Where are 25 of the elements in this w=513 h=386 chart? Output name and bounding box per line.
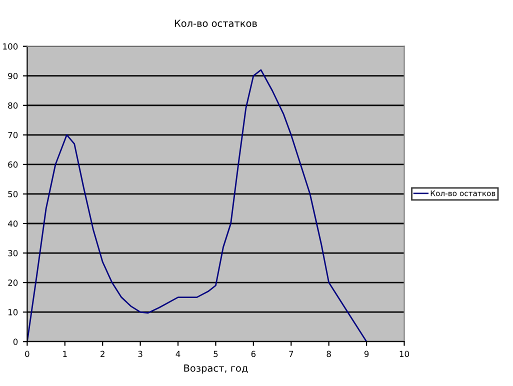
line-series bbox=[27, 69, 368, 342]
y-tick-label: 50 bbox=[8, 190, 18, 198]
y-tick-label: 10 bbox=[8, 309, 18, 316]
x-tick-label: 8 bbox=[326, 350, 331, 358]
y-tick-label: 60 bbox=[8, 161, 18, 168]
x-tick-label: 1 bbox=[63, 350, 67, 357]
y-tick-label: 0 bbox=[13, 338, 18, 345]
x-axis-title: Возраст, год bbox=[184, 364, 248, 374]
y-tick-label: 100 bbox=[3, 43, 18, 50]
x-tick-label: 3 bbox=[138, 350, 142, 358]
chart-title: Кол-во остатков bbox=[174, 20, 257, 28]
x-tick-label: 6 bbox=[251, 350, 256, 358]
x-tick-label: 10 bbox=[400, 350, 409, 358]
y-tick-label: 70 bbox=[8, 132, 18, 138]
x-tick-label: 7 bbox=[289, 350, 294, 357]
x-tick-label: 9 bbox=[364, 350, 369, 358]
y-tick-label: 90 bbox=[8, 72, 18, 80]
x-tick-label: 4 bbox=[176, 350, 180, 357]
x-tick-label: 0 bbox=[25, 350, 30, 358]
y-tick-label: 80 bbox=[8, 102, 18, 109]
y-tick-label: 30 bbox=[8, 250, 18, 256]
x-tick-label: 2 bbox=[100, 350, 104, 357]
x-tick-label: 5 bbox=[214, 350, 218, 358]
y-tick-label: 40 bbox=[8, 220, 18, 227]
y-tick-label: 20 bbox=[8, 280, 18, 286]
